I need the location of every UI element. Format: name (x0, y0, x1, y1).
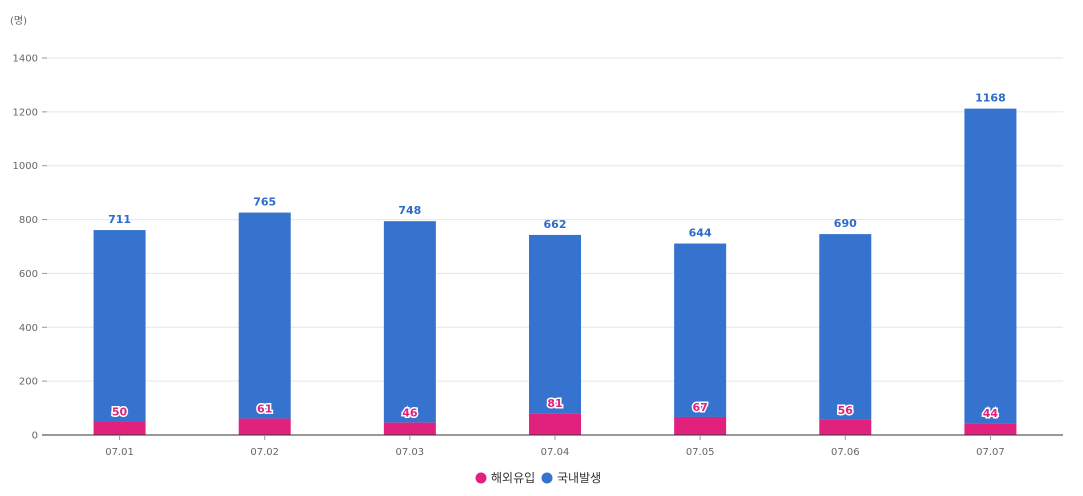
y-tick-label: 0 (32, 431, 38, 442)
data-label-imported: 67 (692, 401, 707, 414)
data-label-domestic: 644 (689, 227, 712, 240)
bar-imported[interactable] (964, 423, 1017, 435)
legend-label: 국내발생 (557, 471, 601, 485)
bar-domestic[interactable] (964, 108, 1017, 424)
data-label-imported: 61 (257, 403, 272, 416)
legend[interactable]: 해외유입 국내발생 (475, 471, 602, 485)
legend-marker (541, 472, 553, 484)
bar-imported[interactable] (674, 416, 727, 435)
x-tick-label: 07.03 (396, 447, 425, 458)
y-tick-label: 1400 (13, 54, 38, 65)
bars (93, 108, 1017, 435)
bar-imported[interactable] (238, 418, 291, 435)
bar-imported[interactable] (819, 419, 872, 435)
data-label-imported: 44 (983, 407, 999, 420)
data-label-domestic: 711 (108, 213, 131, 226)
y-unit-label: (명) (10, 15, 27, 27)
bar-domestic[interactable] (819, 234, 872, 420)
y-tick-label: 200 (19, 377, 38, 388)
bar-domestic[interactable] (674, 243, 727, 417)
data-label-imported: 46 (402, 407, 418, 420)
x-tick-label: 07.02 (250, 447, 279, 458)
y-tick-label: 800 (19, 215, 38, 226)
data-label-domestic: 748 (398, 204, 421, 217)
y-tick-label: 1200 (13, 107, 38, 118)
legend-label: 해외유입 (491, 471, 535, 485)
bar-domestic[interactable] (383, 221, 436, 423)
bar-imported[interactable] (93, 421, 146, 435)
x-tick-label: 07.06 (831, 447, 860, 458)
bar-domestic[interactable] (93, 230, 146, 422)
data-label-imported: 50 (112, 406, 128, 419)
y-tick-label: 400 (19, 323, 38, 334)
x-tick-label: 07.01 (105, 447, 134, 458)
data-labels: 711 50 765 61 748 46 662 81 644 67 690 56 1168 44 (108, 92, 1006, 422)
bar-imported[interactable] (383, 422, 436, 435)
data-label-imported: 81 (547, 397, 562, 410)
x-tick-label: 07.07 (976, 447, 1005, 458)
data-label-domestic: 662 (544, 218, 567, 231)
data-label-imported: 56 (838, 404, 854, 417)
data-label-domestic: 690 (834, 217, 857, 230)
legend-item[interactable]: 국내발생 (541, 471, 602, 485)
x-tick-label: 07.05 (686, 447, 715, 458)
legend-item[interactable]: 해외유입 (475, 471, 536, 485)
data-label-domestic: 765 (253, 196, 276, 209)
bar-domestic[interactable] (238, 212, 291, 419)
bar-domestic[interactable] (529, 234, 581, 414)
y-tick-label: 600 (19, 269, 38, 280)
y-axis-ticks: 0 200 400 600 800 1000 1200 1400 (13, 54, 47, 442)
bar-imported[interactable] (529, 413, 581, 435)
x-axis-ticks: 07.01 07.02 07.03 07.04 07.05 07.06 07.07 (105, 435, 1005, 458)
x-tick-label: 07.04 (541, 447, 570, 458)
data-label-domestic: 1168 (975, 92, 1006, 105)
legend-marker (475, 472, 487, 484)
y-tick-label: 1000 (13, 161, 38, 172)
